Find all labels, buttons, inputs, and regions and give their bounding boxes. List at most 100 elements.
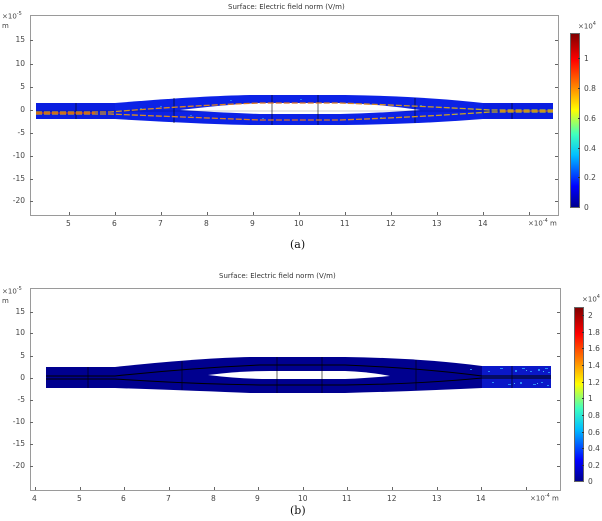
colorbar-tick-label: 1.8: [588, 328, 600, 337]
y-tick-right: [557, 400, 560, 401]
x-tick: [437, 212, 438, 215]
y-tick-label: 10: [15, 328, 25, 337]
y-tick: [30, 201, 33, 202]
x-tick-label: 14: [476, 494, 486, 503]
x-tick-label: 7: [158, 219, 163, 228]
colorbar-tick-label: 0.6: [588, 428, 600, 437]
y-tick-right: [555, 201, 558, 202]
x-tick: [526, 487, 527, 490]
y-tick-label: 15: [15, 35, 25, 44]
x-tick-label: 5: [77, 494, 82, 503]
x-tick-label: 8: [204, 219, 209, 228]
waveguide-field-plot: [46, 357, 551, 393]
colorbar-tick: [582, 448, 584, 449]
y-tick: [30, 356, 33, 357]
x-tick: [124, 487, 125, 490]
figure-caption: (b): [290, 504, 306, 517]
colorbar-tick-label: 0.6: [584, 114, 596, 123]
plot-title: Surface: Electric field norm (V/m): [228, 3, 345, 11]
panel-a: Surface: Electric field norm (V/m) ×10-5…: [0, 0, 602, 260]
y-tick: [30, 466, 33, 467]
colorbar-tick: [578, 88, 580, 89]
colorbar-tick: [582, 398, 584, 399]
colorbar-tick: [578, 177, 580, 178]
y-tick-label: 5: [20, 351, 25, 360]
y-tick-right: [555, 179, 558, 180]
colorbar-tick: [582, 465, 584, 466]
y-tick-label: -20: [12, 461, 25, 470]
y-tick-right: [557, 466, 560, 467]
x-tick: [214, 487, 215, 490]
x-tick-label: 4: [32, 494, 37, 503]
y-tick-right: [555, 156, 558, 157]
x-tick: [115, 212, 116, 215]
x-tick-label: 8: [211, 494, 216, 503]
colorbar-tick-label: 0.4: [588, 444, 600, 453]
x-tick-label: 13: [432, 219, 442, 228]
y-tick: [30, 312, 33, 313]
x-tick-label: 9: [250, 219, 255, 228]
colorbar: [570, 33, 580, 208]
colorbar-tick: [582, 415, 584, 416]
colorbar-tick-label: 2: [588, 311, 593, 320]
colorbar-tick-label: 0.4: [584, 144, 596, 153]
x-exponent-label: ×10-4 m: [530, 493, 559, 503]
x-tick: [391, 212, 392, 215]
x-tick: [299, 212, 300, 215]
colorbar-tick: [578, 58, 580, 59]
panel-b: Surface: Electric field norm (V/m) ×10-5…: [0, 272, 602, 521]
colorbar-tick: [578, 118, 580, 119]
x-tick-label: 7: [166, 494, 171, 503]
x-tick-label: 6: [112, 219, 117, 228]
y-tick-right: [557, 444, 560, 445]
colorbar-tick: [578, 148, 580, 149]
colorbar-tick-label: 1: [588, 394, 593, 403]
y-tick-label: -5: [17, 128, 25, 137]
y-tick-label: -15: [12, 174, 25, 183]
y-exponent-label: ×10-5: [2, 11, 22, 21]
x-tick-label: 13: [432, 494, 442, 503]
x-tick: [258, 487, 259, 490]
colorbar-tick-label: 0.2: [588, 461, 600, 470]
colorbar-exponent-label: ×104: [582, 294, 600, 304]
x-tick-label: 11: [342, 494, 352, 503]
y-tick: [30, 400, 33, 401]
colorbar-tick-label: 0.2: [584, 173, 596, 182]
y-tick-right: [555, 133, 558, 134]
y-tick-right: [557, 312, 560, 313]
x-tick: [80, 487, 81, 490]
y-tick-label: -15: [12, 439, 25, 448]
colorbar-tick-label: 0.8: [584, 84, 596, 93]
y-tick-label: -10: [12, 151, 25, 160]
x-tick: [207, 212, 208, 215]
colorbar-tick: [582, 348, 584, 349]
colorbar-tick-label: 1.6: [588, 344, 600, 353]
colorbar-tick: [582, 315, 584, 316]
x-tick: [35, 487, 36, 490]
colorbar-tick: [582, 432, 584, 433]
y-tick-label: -5: [17, 395, 25, 404]
colorbar-tick: [582, 365, 584, 366]
x-tick-label: 12: [386, 219, 396, 228]
figure-caption: (a): [290, 238, 306, 251]
y-unit-label: m: [2, 297, 9, 305]
colorbar-tick-label: 0: [584, 203, 589, 212]
colorbar-tick: [582, 332, 584, 333]
plot-title: Surface: Electric field norm (V/m): [219, 272, 336, 280]
y-tick: [30, 133, 33, 134]
y-tick-right: [555, 64, 558, 65]
colorbar: [574, 307, 584, 482]
x-exponent-label: ×10-4 m: [528, 218, 557, 228]
colorbar-tick-label: 0.8: [588, 411, 600, 420]
y-tick-label: 0: [20, 373, 25, 382]
y-tick-right: [555, 87, 558, 88]
x-tick-label: 10: [294, 219, 304, 228]
y-tick-label: 10: [15, 59, 25, 68]
x-tick: [161, 212, 162, 215]
y-tick: [30, 87, 33, 88]
colorbar-tick: [582, 382, 584, 383]
x-tick: [345, 212, 346, 215]
y-exponent-label: ×10-5: [2, 286, 22, 296]
y-tick-right: [557, 333, 560, 334]
colorbar-exponent-label: ×104: [578, 21, 596, 31]
